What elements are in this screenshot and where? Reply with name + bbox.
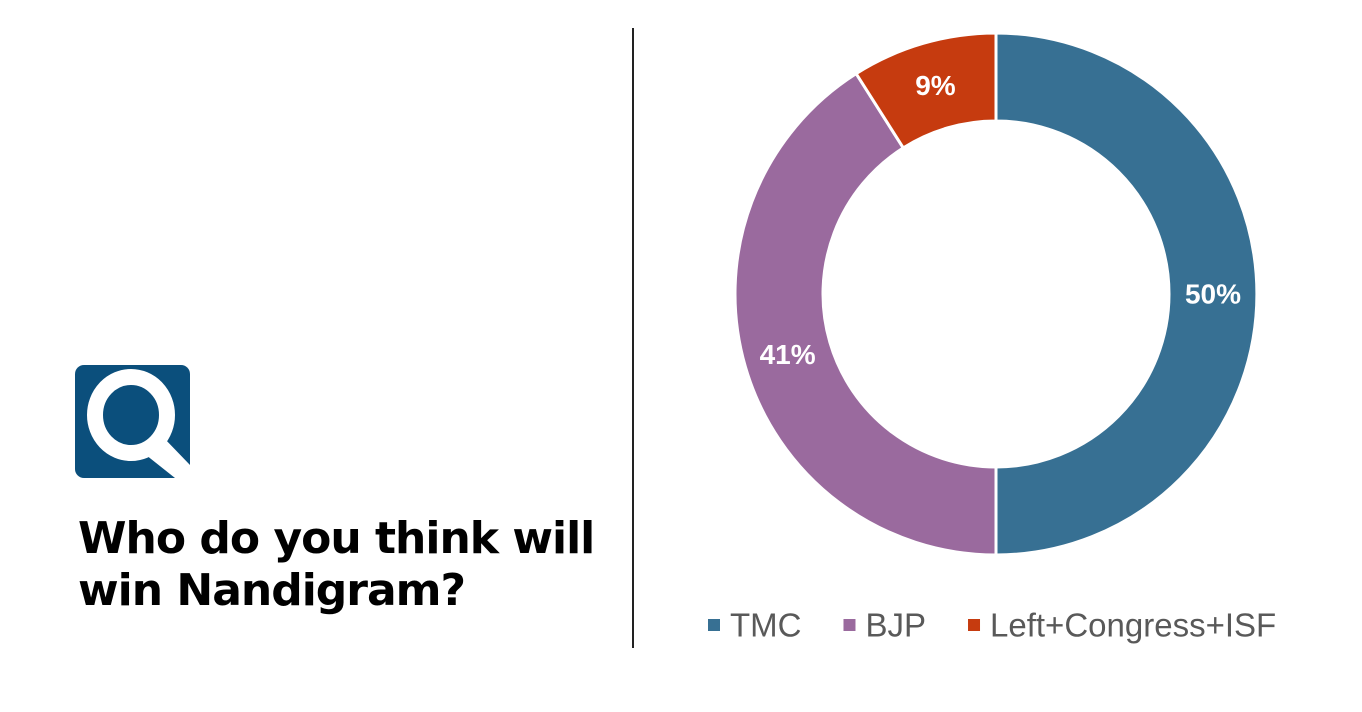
legend-label-left-congress-isf: Left+Congress+ISF <box>990 607 1276 644</box>
donut-slice-labels: 50% 41% 9% <box>760 70 1242 370</box>
slice-bjp <box>733 71 998 557</box>
slice-tmc <box>994 31 1259 557</box>
donut-slices <box>733 31 1259 557</box>
legend-label-tmc: TMC <box>730 607 801 644</box>
q-logo-icon: Q <box>75 365 190 478</box>
question-line-2: win Nandigram? <box>78 565 466 616</box>
legend-swatch-left-congress-isf <box>968 619 981 631</box>
question-line-1: Who do you think will <box>78 513 595 564</box>
legend-swatch-bjp <box>843 619 856 631</box>
slice-label-left-congress-isf: 9% <box>915 70 956 101</box>
question-title: Who do you think will win Nandigram? <box>78 513 598 617</box>
logo-q-tail <box>141 437 190 478</box>
slice-label-tmc: 50% <box>1185 279 1241 310</box>
brand-logo: Q <box>75 365 190 478</box>
chart-legend: TMC BJP Left+Congress+ISF <box>708 607 1276 644</box>
slice-left-congress-isf <box>854 31 998 151</box>
vertical-divider <box>632 28 634 648</box>
legend-label-bjp: BJP <box>865 607 926 644</box>
logo-q-ring <box>87 369 175 461</box>
legend-swatch-tmc <box>708 619 720 631</box>
slice-label-bjp: 41% <box>760 339 816 370</box>
